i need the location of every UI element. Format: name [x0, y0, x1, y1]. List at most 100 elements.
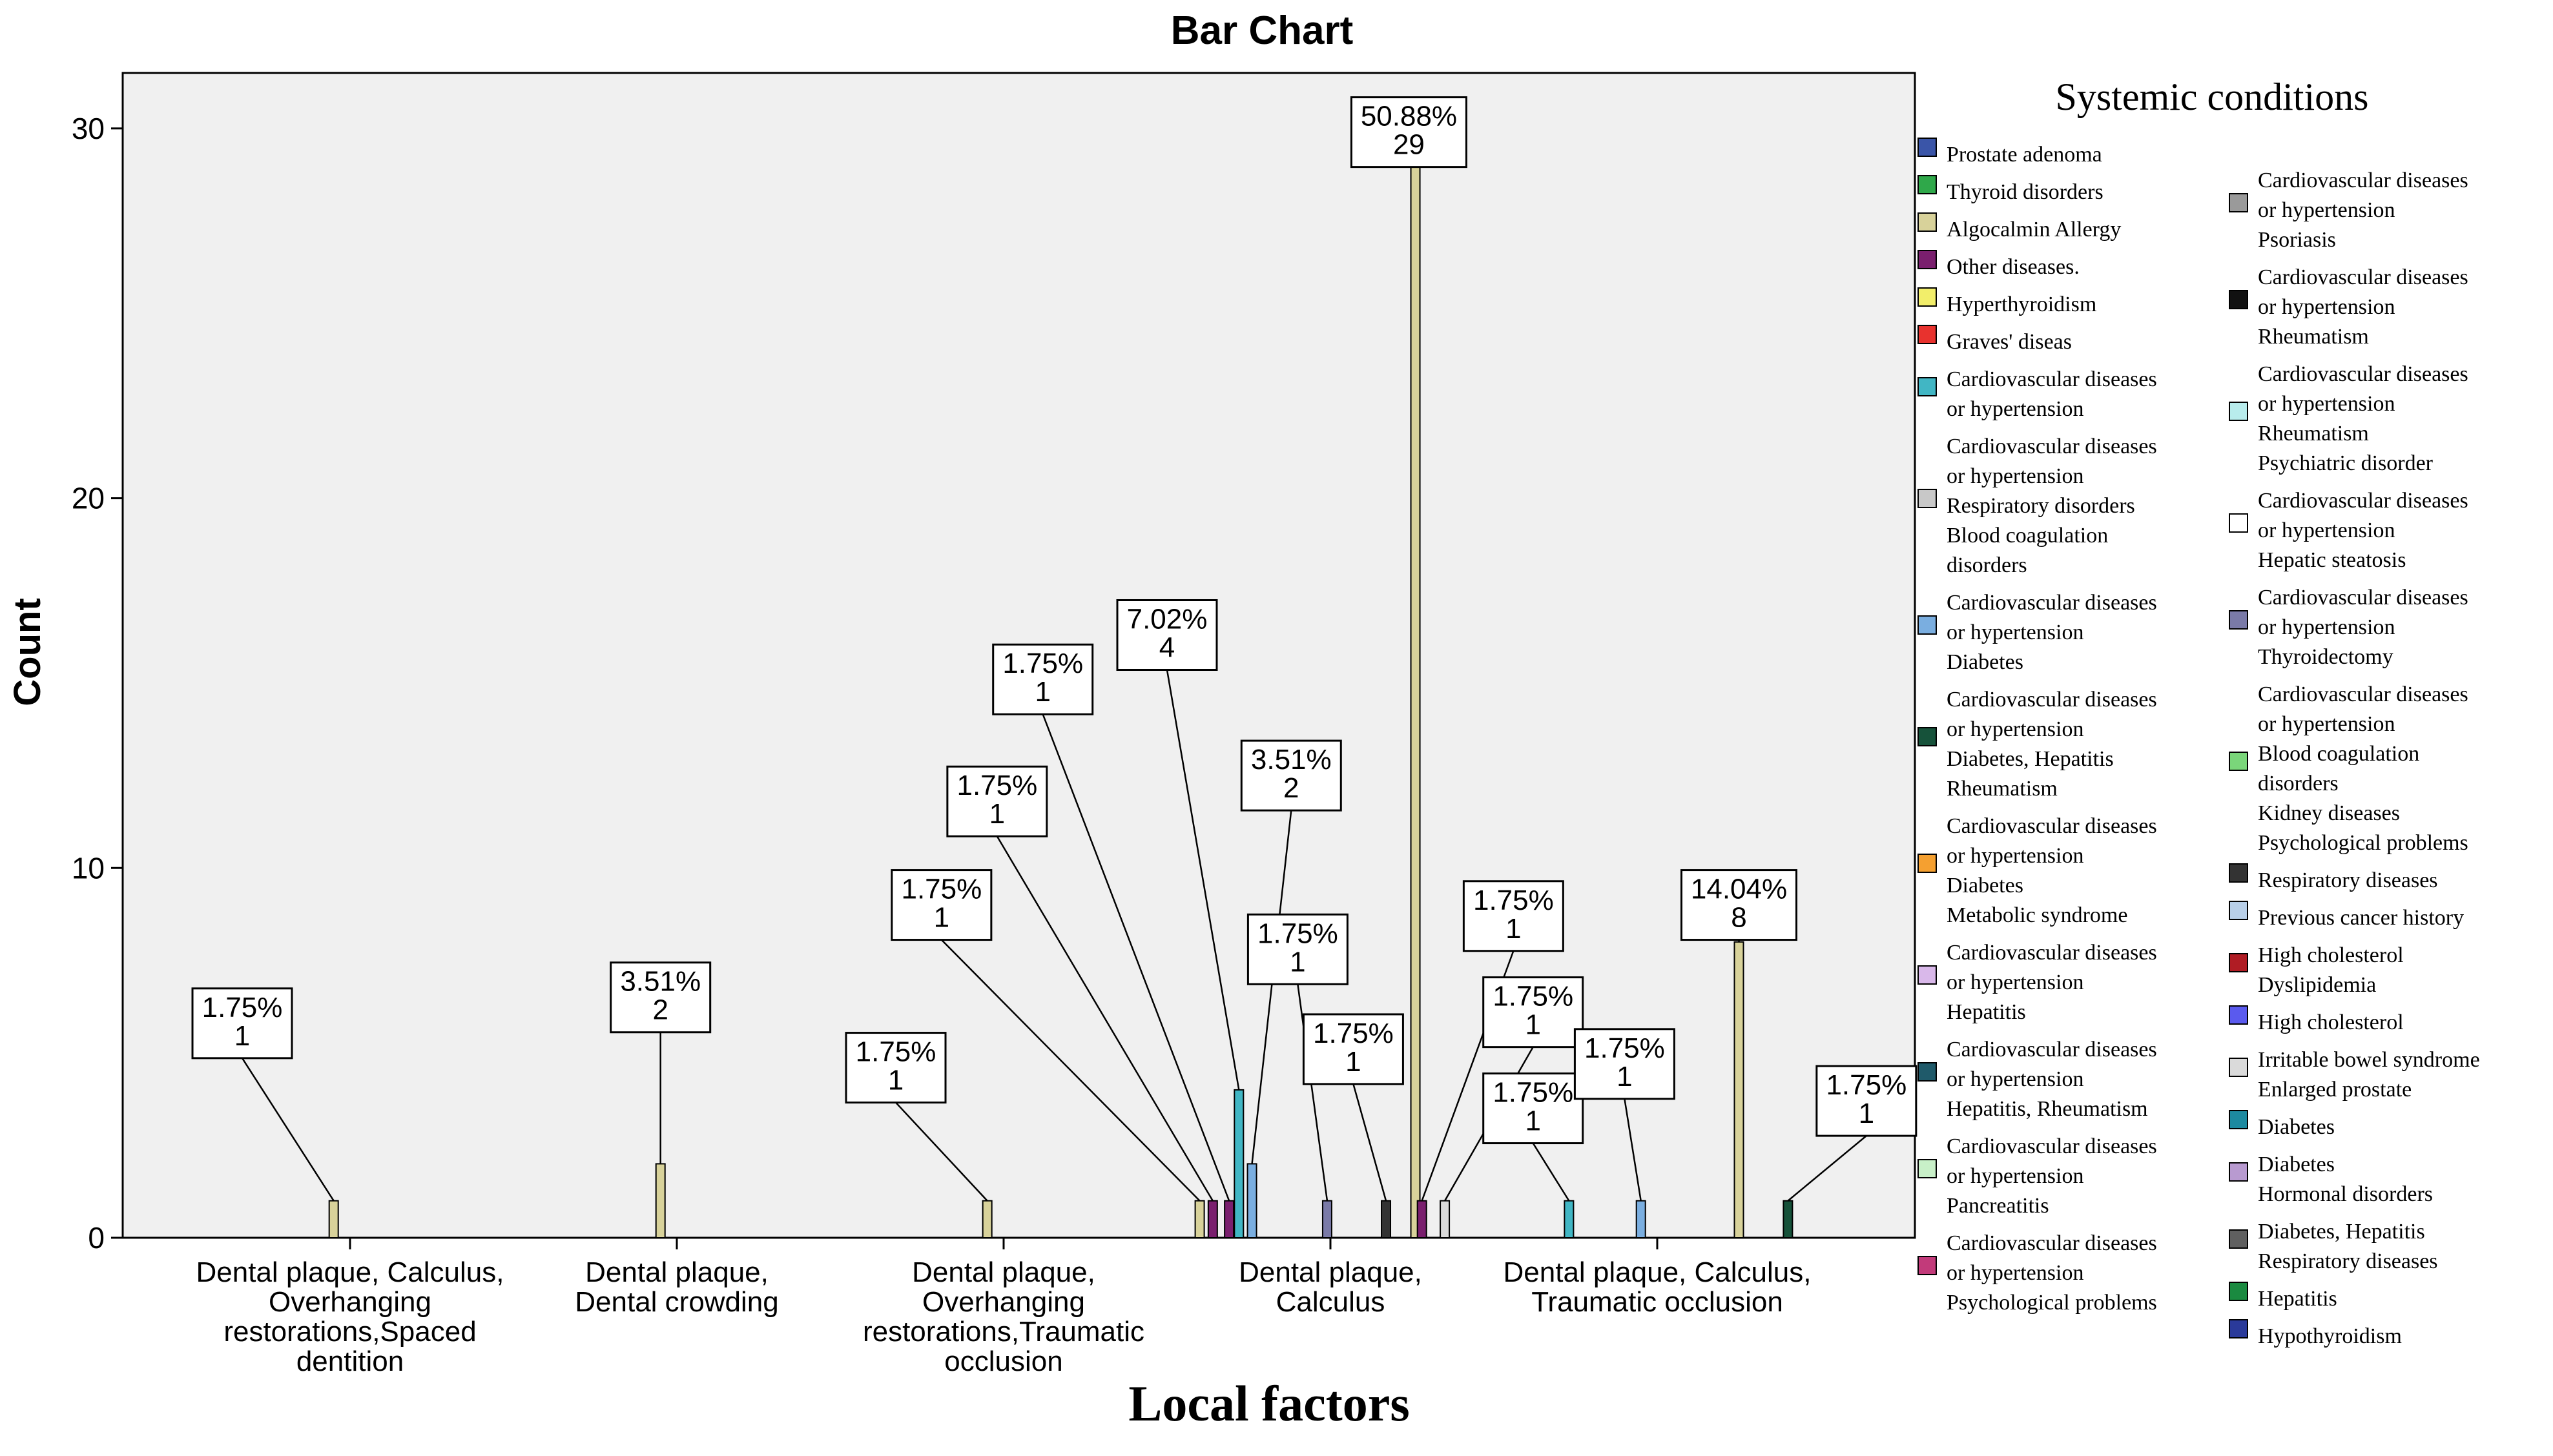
annotation-label: 1.75% 1	[1493, 1077, 1573, 1137]
legend-swatch	[1917, 489, 1937, 508]
legend-swatch	[1917, 212, 1937, 232]
annotation-box	[1680, 869, 1797, 941]
bar	[655, 1163, 666, 1239]
legend-label: Thyroid disorders	[1947, 180, 2103, 204]
legend-label-line: Hepatic steatosis	[2258, 548, 2406, 572]
legend-swatch	[2229, 402, 2248, 421]
legend-label-line: Algocalmin Allergy	[1947, 218, 2121, 241]
legend-label-line: or hypertension	[1947, 464, 2083, 488]
x-tick-label-line: Dental plaque, Calculus,	[196, 1256, 504, 1288]
annotation-label-line: 1.75%	[1473, 885, 1554, 916]
legend-swatch	[2229, 1058, 2248, 1077]
annotation-box	[992, 643, 1094, 715]
annotation-leader	[1042, 713, 1230, 1202]
annotation-box	[946, 765, 1048, 837]
legend-label: Cardiovascular diseases or hypertension He…	[2258, 489, 2468, 572]
legend-swatch	[1917, 138, 1937, 157]
legend-label: Cardiovascular diseases or hypertension Rh…	[2258, 265, 2468, 349]
legend-label-line: or hypertension	[1947, 1067, 2083, 1091]
annotation-box	[1482, 1072, 1584, 1145]
legend-swatch	[1917, 175, 1937, 194]
legend-label-line: Previous cancer history	[2258, 906, 2464, 930]
legend-swatch	[1917, 325, 1937, 344]
legend-swatch	[2229, 290, 2248, 309]
legend-label-line: Hormonal disorders	[2258, 1182, 2433, 1206]
legend-label: Respiratory diseases	[2258, 868, 2438, 892]
bar	[1224, 1200, 1235, 1238]
annotation-label-line: 29	[1393, 129, 1425, 161]
legend-label: Cardiovascular diseases or hypertension Ps…	[1947, 1231, 2157, 1315]
annotation-leader	[1166, 670, 1240, 1091]
annotation-label-line: 1	[934, 902, 949, 934]
legend-label-line: Hyperthyroidism	[1947, 292, 2096, 316]
annotation-label-line: 1.75%	[1493, 981, 1573, 1012]
x-tick-label-line: Overhanging	[922, 1286, 1085, 1318]
legend-label-line: Graves' diseas	[1947, 330, 2072, 354]
annotation-label-line: 1.75%	[1257, 918, 1338, 949]
annotation-label-line: 1	[1345, 1046, 1361, 1078]
annotation-label: 1.75% 1	[1826, 1069, 1907, 1129]
legend-title: Systemic conditions	[2056, 76, 2369, 118]
legend-label-line: Psychiatric disorder	[2258, 451, 2434, 475]
annotation-box	[1240, 739, 1342, 812]
annotation-box	[1573, 1028, 1675, 1100]
annotation-box	[191, 987, 293, 1060]
chart-title: Bar Chart	[1171, 8, 1354, 53]
legend-label-line: Respiratory diseases	[2258, 868, 2438, 892]
legend-swatch	[2229, 1162, 2248, 1182]
x-tick-label-line: Traumatic occlusion	[1531, 1286, 1783, 1318]
legend-label-line: Cardiovascular diseases	[1947, 367, 2157, 391]
legend-label-line: or hypertension	[2258, 615, 2395, 639]
annotation-label: 7.02% 4	[1127, 604, 1208, 664]
legend-label-line: Cardiovascular diseases	[1947, 688, 2157, 712]
legend-label-line: Kidney diseases	[2258, 801, 2400, 825]
legend-label-line: Enlarged prostate	[2258, 1078, 2412, 1102]
x-tick-label: Dental plaque, Overhanging restorations,Tr…	[863, 1256, 1144, 1377]
annotation-leader	[1251, 810, 1292, 1164]
legend-label-line: Blood coagulation	[1947, 524, 2108, 548]
annotation-label-line: 1.75%	[901, 874, 982, 905]
annotation-label-line: 1.75%	[956, 770, 1037, 801]
annotation-box	[610, 961, 712, 1034]
legend-label-line: Hepatitis	[2258, 1287, 2337, 1311]
legend-label-line: Respiratory diseases	[2258, 1249, 2438, 1273]
annotation-box	[845, 1032, 947, 1104]
bar	[1783, 1200, 1793, 1238]
bar	[1440, 1200, 1451, 1238]
legend-label-line: Hepatitis, Rheumatism	[1947, 1097, 2148, 1121]
legend-swatch	[2229, 1110, 2248, 1129]
annotation-label: 1.75% 1	[901, 874, 982, 934]
annotation-label-line: 1.75%	[202, 992, 283, 1023]
annotation-label-line: 1	[1525, 1009, 1540, 1041]
y-tick-label: 30	[72, 112, 105, 145]
annotation-label: 1.75% 1	[956, 770, 1037, 830]
annotation-leader	[1624, 1098, 1642, 1201]
legend-label: Cardiovascular diseases or hypertension Pa…	[1947, 1134, 2157, 1218]
legend-label-line: or hypertension	[2258, 295, 2395, 319]
legend-label-line: Other diseases.	[1947, 255, 2080, 279]
annotation-box	[1246, 913, 1349, 985]
annotation-label-line: 4	[1159, 632, 1175, 664]
legend-label-line: Rheumatism	[2258, 422, 2369, 446]
legend-label-line: Diabetes	[2258, 1115, 2335, 1139]
legend-label-line: Pancreatitis	[1947, 1194, 2049, 1218]
x-tick-label-line: Dental plaque,	[912, 1256, 1095, 1288]
legend-label-line: Cardiovascular diseases	[2258, 362, 2468, 386]
legend-label: Diabetes, Hepatitis Respiratory diseases	[2258, 1220, 2438, 1273]
x-tick-label: Dental plaque, Calculus	[1239, 1256, 1422, 1318]
annotation-label-line: 1	[234, 1020, 250, 1052]
legend-label-line: Psychological problems	[1947, 1291, 2157, 1315]
annotation-label-line: 8	[1731, 902, 1746, 934]
legend-label-line: or hypertension	[2258, 392, 2395, 416]
legend-label: High cholesterol	[2258, 1010, 2404, 1034]
legend-label-line: Cardiovascular diseases	[2258, 586, 2468, 610]
legend-label-line: Cardiovascular diseases	[1947, 941, 2157, 965]
x-tick-labels: Dental plaque, Calculus, Overhanging resto…	[196, 1238, 1811, 1377]
annotation-leader	[1787, 1135, 1867, 1202]
annotation-label-line: 50.88%	[1361, 101, 1457, 132]
annotation-label: 1.75% 1	[1473, 885, 1554, 945]
bar	[1207, 1200, 1218, 1238]
bar	[1410, 165, 1421, 1239]
legend-swatch	[2229, 193, 2248, 212]
